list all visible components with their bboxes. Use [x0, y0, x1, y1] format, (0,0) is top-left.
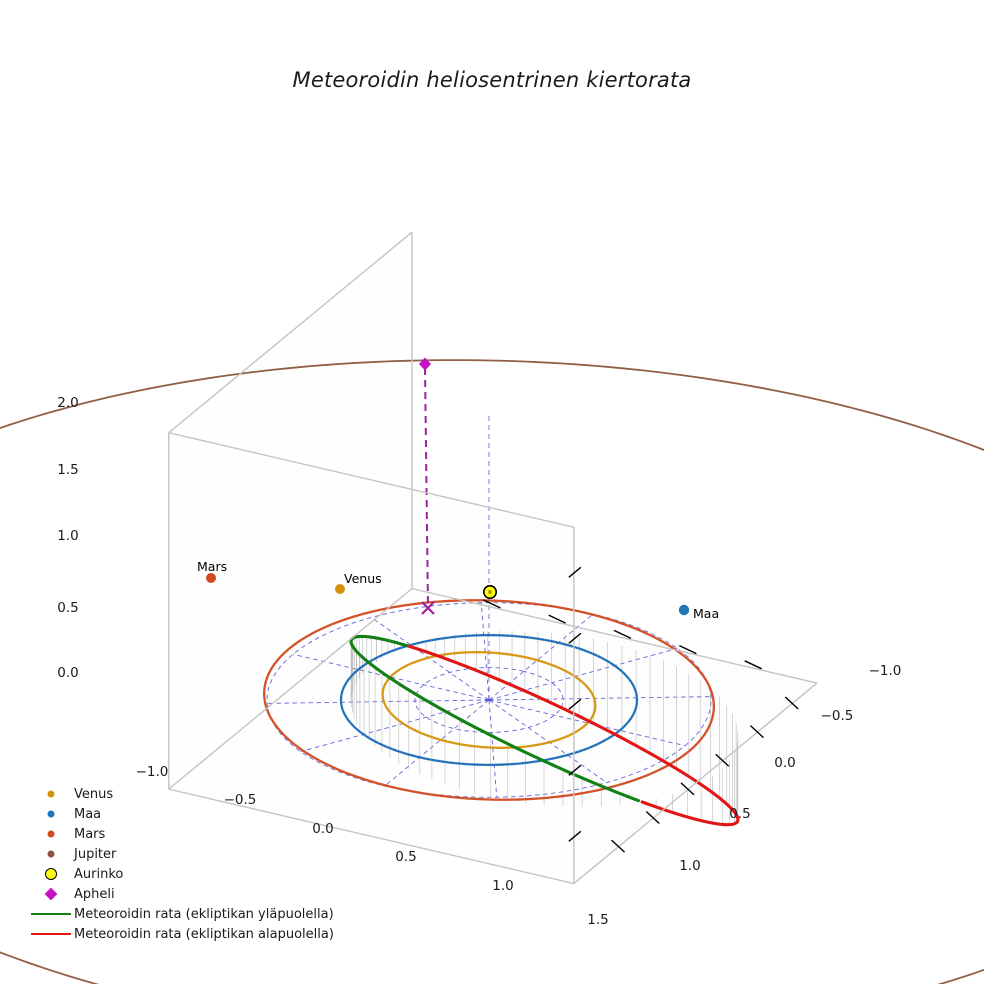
axis-tick-y-2: 0.0 [774, 755, 796, 771]
legend-marker-mars-icon [28, 824, 74, 844]
legend-marker-jupiter-icon [28, 844, 74, 864]
axis-tick-y-0: −1.0 [868, 663, 902, 679]
page-title: Meteoroidin heliosentrinen kiertorata [292, 68, 692, 92]
axis-tick-z-2: 1.0 [57, 528, 79, 544]
legend-item[interactable]: Venus [28, 784, 358, 804]
axis-tick-x-1: −0.5 [223, 792, 257, 808]
axis-tick-z-3: 1.5 [57, 462, 79, 478]
legend-label: Meteoroidin rata (ekliptikan yläpuolella… [74, 906, 334, 922]
axis-tick-z-1: 0.5 [57, 600, 79, 616]
planet-markers [206, 573, 690, 616]
legend-marker-venus-icon [28, 784, 74, 804]
legend-label: Meteoroidin rata (ekliptikan alapuolella… [74, 926, 334, 942]
legend: Venus Maa Mars Jupiter Aurinko Apheli Meteoroi… [28, 784, 358, 944]
legend-item[interactable]: Meteoroidin rata (ekliptikan yläpuolella… [28, 904, 358, 924]
axis-tick-x-4: 1.0 [492, 878, 514, 894]
legend-label: Apheli [74, 886, 115, 902]
axis-tick-x-0: −1.0 [135, 764, 169, 780]
body-label-maa: Maa [693, 606, 720, 621]
legend-marker-aurinko-icon [28, 864, 74, 884]
axis-tick-z-4: 2.0 [57, 395, 79, 411]
legend-marker-apheli-icon [28, 884, 74, 904]
aphelion-stem [419, 357, 435, 615]
legend-item[interactable]: Meteoroidin rata (ekliptikan alapuolella… [28, 924, 358, 944]
axis-tick-marks [483, 566, 799, 853]
legend-marker-meteoroidin-icon [28, 904, 74, 924]
axis-tick-y-1: −0.5 [820, 708, 854, 724]
legend-label: Aurinko [74, 866, 124, 882]
axis-tick-x-2: 0.0 [312, 821, 334, 837]
legend-item[interactable]: Jupiter [28, 844, 358, 864]
legend-item[interactable]: Aurinko [28, 864, 358, 884]
legend-label: Maa [74, 806, 102, 822]
axis-tick-y-4: 1.0 [679, 858, 701, 874]
axes-spines [168, 231, 818, 885]
legend-marker-meteoroidin-icon [28, 924, 74, 944]
axis-tick-y-3: 0.5 [729, 806, 751, 822]
body-label-venus: Venus [344, 571, 382, 586]
axes-panes [168, 232, 817, 884]
legend-marker-maa-icon [28, 804, 74, 824]
planet-orbits [0, 359, 984, 984]
body-label-mars: Mars [197, 559, 228, 574]
axis-tick-x-3: 0.5 [395, 849, 417, 865]
meteoroid-stem-lines [350, 630, 739, 825]
axis-tick-x-5: 1.5 [587, 912, 609, 928]
legend-label: Jupiter [74, 846, 117, 862]
legend-label: Venus [74, 786, 114, 802]
legend-item[interactable]: Maa [28, 804, 358, 824]
meteoroid-orbit [349, 634, 740, 827]
axis-tick-z-0: 0.0 [57, 665, 79, 681]
legend-item[interactable]: Mars [28, 824, 358, 844]
legend-label: Mars [74, 826, 106, 842]
legend-item[interactable]: Apheli [28, 884, 358, 904]
